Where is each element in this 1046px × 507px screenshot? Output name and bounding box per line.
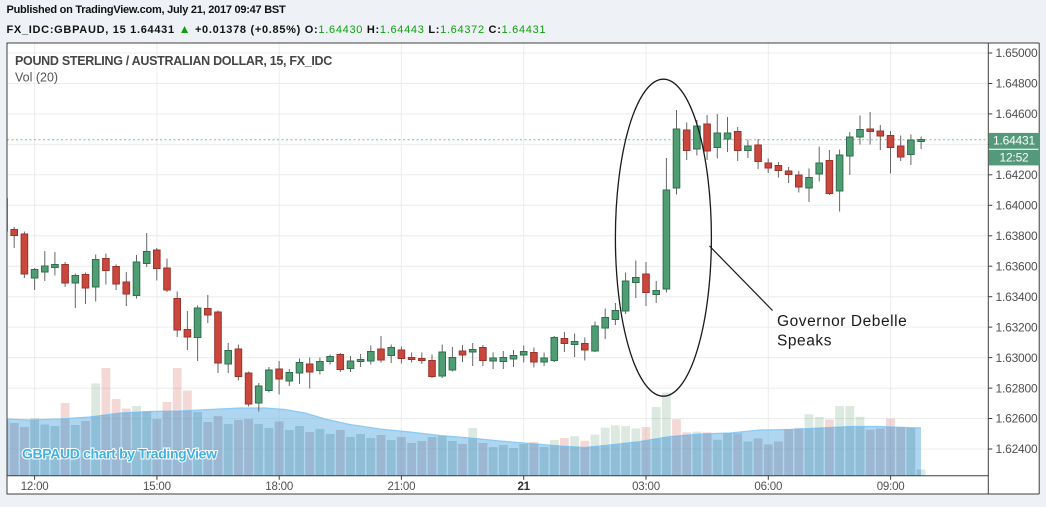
svg-text:1.64800: 1.64800 [996,77,1039,91]
svg-text:1.63600: 1.63600 [996,259,1039,273]
svg-text:09:00: 09:00 [877,481,905,493]
svg-text:1.64000: 1.64000 [996,199,1039,213]
svg-text:Vol (20): Vol (20) [15,71,58,85]
svg-text:1.63400: 1.63400 [996,290,1039,304]
svg-text:1.63200: 1.63200 [996,320,1039,334]
svg-text:GBPAUD chart by TradingView: GBPAUD chart by TradingView [22,446,217,462]
svg-text:Speaks: Speaks [777,333,832,350]
svg-text:1.64431: 1.64431 [993,134,1036,148]
svg-text:21: 21 [517,481,530,493]
svg-text:03:00: 03:00 [632,481,660,493]
svg-text:12:00: 12:00 [21,481,49,493]
svg-text:1.64600: 1.64600 [996,107,1039,121]
svg-text:1.62600: 1.62600 [996,412,1039,426]
svg-text:12:52: 12:52 [999,150,1029,164]
svg-text:18:00: 18:00 [265,481,293,493]
svg-text:Governor Debelle: Governor Debelle [777,313,907,330]
svg-text:POUND STERLING / AUSTRALIAN DO: POUND STERLING / AUSTRALIAN DOLLAR, 15, … [15,54,332,68]
svg-text:06:00: 06:00 [754,481,782,493]
svg-text:1.64200: 1.64200 [996,168,1039,182]
svg-text:1.63000: 1.63000 [996,351,1039,365]
svg-text:21:00: 21:00 [388,481,416,493]
svg-text:1.65000: 1.65000 [996,46,1039,60]
svg-text:1.62800: 1.62800 [996,381,1039,395]
svg-text:1.62400: 1.62400 [996,442,1039,456]
svg-text:15:00: 15:00 [143,481,171,493]
svg-text:1.63800: 1.63800 [996,229,1039,243]
